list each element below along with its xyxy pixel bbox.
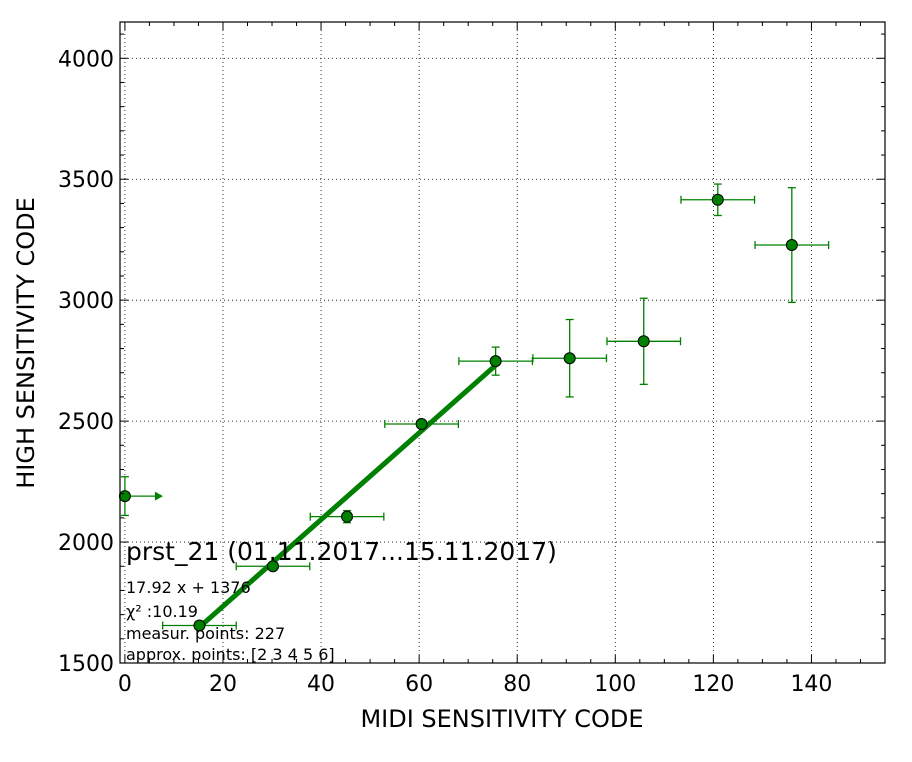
- ticks: [120, 22, 886, 664]
- data-point: [606, 297, 682, 385]
- fit-line-layer: [197, 363, 498, 629]
- data-point: [754, 187, 830, 303]
- fit-line: [197, 363, 498, 629]
- annotation-box: prst_21 (01.11.2017...15.11.2017) 17.92 …: [126, 537, 557, 664]
- data-marker: [563, 352, 576, 365]
- data-point: [532, 318, 608, 398]
- x-tick-label: 0: [118, 672, 132, 697]
- y-tick-label: 2500: [58, 410, 114, 435]
- y-tick-label: 4000: [58, 47, 114, 72]
- x-tick-label: 100: [594, 672, 636, 697]
- data-marker: [489, 355, 502, 368]
- data-point: [680, 183, 756, 217]
- x-tick-label: 20: [209, 672, 237, 697]
- data-marker: [193, 619, 206, 632]
- data-point: [384, 418, 460, 431]
- data-marker: [785, 239, 798, 252]
- data-marker: [637, 335, 650, 348]
- x-tick-label: 80: [503, 672, 531, 697]
- data-points: [118, 183, 830, 632]
- annotation-fit: 17.92 x + 1376: [126, 578, 251, 597]
- data-marker: [711, 193, 724, 206]
- annotation-chi2: χ² :10.19: [126, 602, 198, 621]
- data-point: [162, 619, 237, 632]
- annotation-approx: approx. points: [2 3 4 5 6]: [126, 645, 335, 664]
- data-point: [309, 509, 385, 524]
- data-marker: [267, 560, 279, 573]
- y-tick-label: 1500: [58, 652, 114, 677]
- y-tick-label: 3000: [58, 289, 114, 314]
- data-point: [235, 560, 311, 573]
- data-marker: [415, 418, 428, 431]
- y-tick-label: 3500: [58, 168, 114, 193]
- grid: [120, 22, 885, 664]
- x-tick-label: 140: [790, 672, 832, 697]
- data-marker: [341, 510, 354, 523]
- y-tick-label: 2000: [58, 531, 114, 556]
- data-point: [118, 476, 163, 517]
- y-axis-label: HIGH SENSITIVITY CODE: [12, 197, 40, 489]
- x-axis-label: MIDI SENSITIVITY CODE: [360, 705, 643, 733]
- data-point: [458, 346, 534, 376]
- x-tick-label: 60: [405, 672, 433, 697]
- data-marker: [118, 490, 131, 503]
- x-tick-label: 120: [692, 672, 734, 697]
- plot-frame: [119, 21, 886, 664]
- tick-labels: 0 20 40 60 80 100 120 140 1500 2000 2500 3000 3500 40…: [58, 47, 832, 697]
- annotation-points: measur. points: 227: [126, 624, 285, 643]
- limit-arrow-head: [154, 491, 163, 501]
- x-tick-label: 40: [307, 672, 335, 697]
- annotation-title: prst_21 (01.11.2017...15.11.2017): [126, 537, 557, 566]
